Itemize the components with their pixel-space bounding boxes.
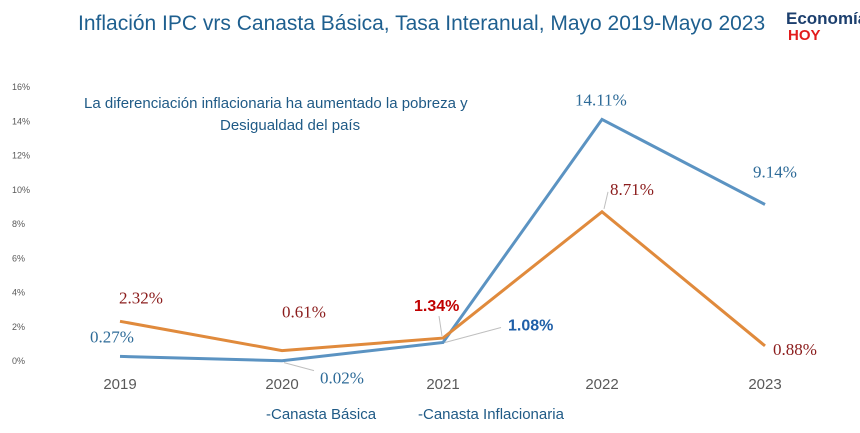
y-tick-label: 6% [12, 253, 25, 263]
data-label: 0.27% [90, 327, 134, 346]
data-label: 2.32% [119, 288, 163, 307]
x-axis: 2019 2020 2021 2022 2023 [103, 376, 781, 393]
y-tick-label: 12% [12, 151, 30, 161]
y-tick-label: 16% [12, 82, 30, 92]
x-tick-label: 2020 [265, 376, 298, 393]
series-line-canasta-inflacionaria [119, 209, 766, 353]
x-tick-label: 2022 [585, 376, 618, 393]
label-pointer-lines [283, 191, 609, 372]
y-axis: 0% 2% 4% 6% 8% 10% 12% 14% 16% [12, 82, 30, 366]
data-label: 0.61% [282, 303, 326, 322]
logo: Economía HOY [786, 9, 860, 44]
series-lines [119, 117, 766, 363]
data-label: 1.34% [414, 298, 459, 315]
label-pointer [603, 191, 609, 209]
logo-text-top: Economía [786, 9, 860, 28]
legend-item-canasta-inflacionaria: -Canasta Inflacionaria [418, 406, 565, 423]
y-tick-label: 4% [12, 288, 25, 298]
data-label: 0.02% [320, 369, 364, 388]
y-tick-label: 2% [12, 322, 25, 332]
annotation-line-1: La diferenciación inflacionaria ha aumen… [84, 95, 468, 112]
x-tick-label: 2021 [426, 376, 459, 393]
label-pointer [444, 327, 502, 343]
y-tick-label: 10% [12, 185, 30, 195]
logo-text-bottom: HOY [788, 27, 821, 44]
y-tick-label: 8% [12, 219, 25, 229]
data-label: 8.71% [610, 180, 654, 199]
chart-title: Inflación IPC vrs Canasta Básica, Tasa I… [78, 12, 765, 35]
y-tick-label: 0% [12, 356, 25, 366]
x-tick-label: 2019 [103, 376, 136, 393]
annotation-line-2: Desigualdad del país [220, 117, 360, 134]
legend: -Canasta Básica -Canasta Inflacionaria [266, 406, 565, 423]
label-pointer [283, 362, 315, 372]
data-label: 1.08% [508, 318, 553, 335]
data-label: 9.14% [753, 162, 797, 181]
legend-item-canasta-basica: -Canasta Básica [266, 406, 377, 423]
series-line-canasta-basica [119, 117, 766, 363]
data-labels: 0.27% 0.02% 1.08% 14.11% 9.14% 2.32% 0.61% 1.34… [90, 90, 817, 387]
y-tick-label: 14% [12, 116, 30, 126]
data-label: 0.88% [773, 340, 817, 359]
data-label: 14.11% [575, 90, 627, 109]
x-tick-label: 2023 [748, 376, 781, 393]
label-pointer [438, 315, 443, 337]
